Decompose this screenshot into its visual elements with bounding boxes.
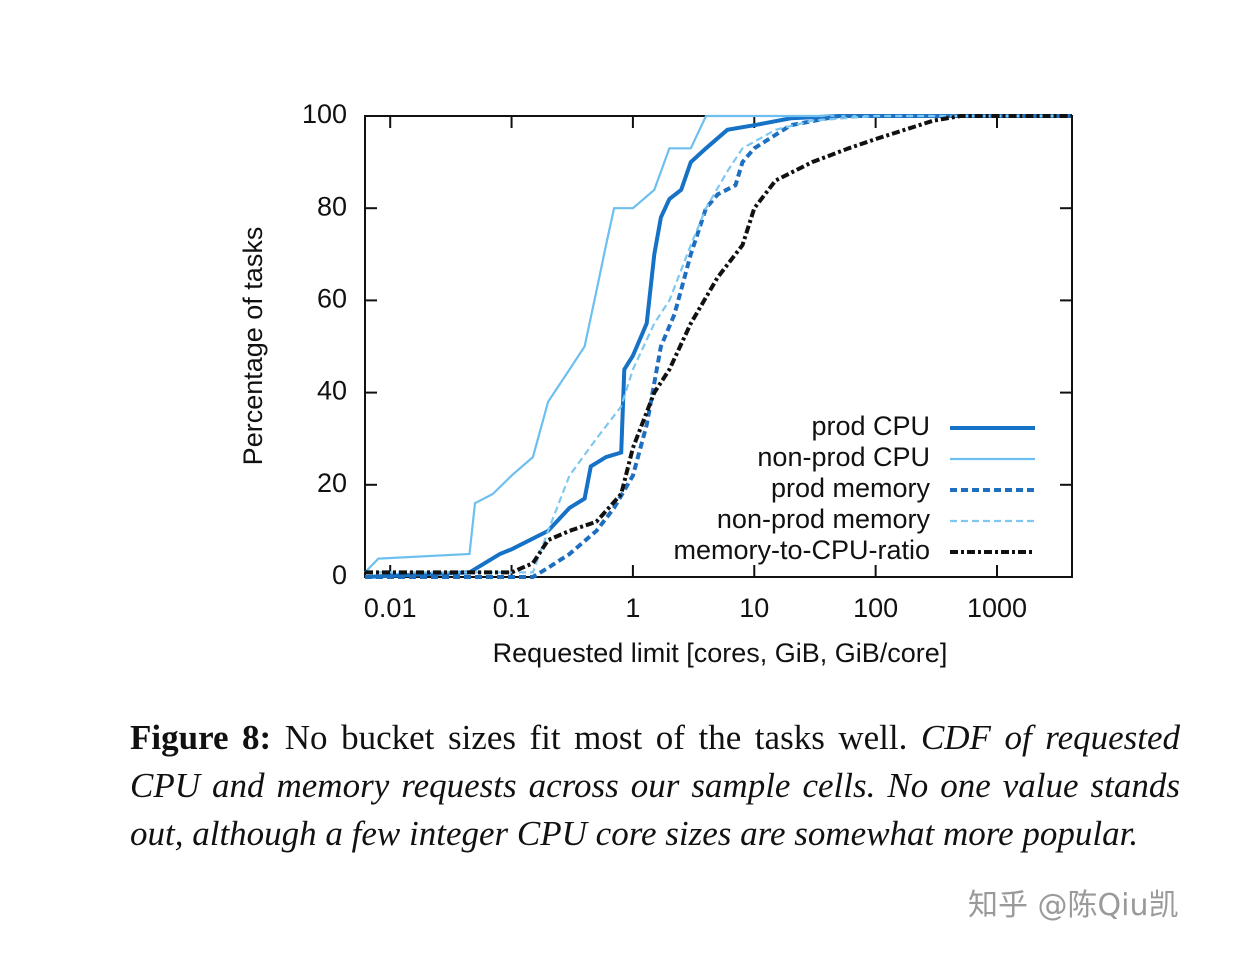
x-axis-label: Requested limit [cores, GiB, GiB/core] <box>493 638 948 668</box>
y-tick-label: 0 <box>332 560 347 590</box>
legend-label: non-prod CPU <box>757 442 930 472</box>
x-tick-label: 1000 <box>967 593 1027 623</box>
x-tick-label: 100 <box>853 593 898 623</box>
series-line <box>365 114 1072 574</box>
legend-label: memory-to-CPU-ratio <box>673 535 930 565</box>
x-tick-label: 10 <box>739 593 769 623</box>
y-axis-label: Percentage of tasks <box>238 227 268 466</box>
y-tick-label: 40 <box>317 376 347 406</box>
legend-label: prod CPU <box>811 411 930 441</box>
legend-label: prod memory <box>771 473 931 503</box>
x-tick-label: 0.01 <box>364 593 417 623</box>
caption-body: CDF of requested CPU and memory requests… <box>130 718 1181 853</box>
caption: Figure 8: No bucket sizes fit most of th… <box>130 714 1180 858</box>
watermark: 知乎 @陈Qiu凯 <box>968 888 1179 923</box>
y-tick-label: 100 <box>302 99 347 129</box>
series-line <box>364 114 1072 579</box>
series-line <box>364 114 1072 574</box>
caption-title: No bucket sizes fit most of the tasks we… <box>284 718 908 757</box>
y-tick-label: 80 <box>317 191 347 221</box>
series-line <box>365 114 1072 575</box>
y-tick-label: 20 <box>317 468 347 498</box>
chart: Requested limit [cores, GiB, GiB/core] P… <box>238 99 1073 668</box>
series-line <box>365 114 1072 579</box>
x-tick-label: 0.1 <box>493 593 531 623</box>
x-tick-label: 1 <box>625 593 640 623</box>
caption-label: Figure 8: <box>130 718 272 757</box>
legend-label: non-prod memory <box>717 504 931 534</box>
y-tick-label: 60 <box>317 284 347 314</box>
